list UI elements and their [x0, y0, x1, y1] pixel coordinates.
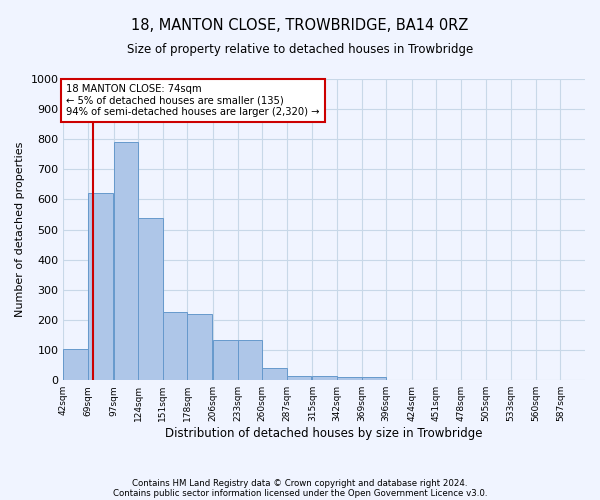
- Bar: [138, 218, 163, 380]
- Bar: [287, 376, 311, 380]
- Bar: [362, 377, 386, 380]
- Y-axis label: Number of detached properties: Number of detached properties: [15, 142, 25, 318]
- Bar: [113, 142, 138, 380]
- Text: Contains HM Land Registry data © Crown copyright and database right 2024.: Contains HM Land Registry data © Crown c…: [132, 478, 468, 488]
- Bar: [64, 348, 88, 380]
- Bar: [262, 368, 287, 380]
- Bar: [337, 377, 362, 380]
- X-axis label: Distribution of detached houses by size in Trowbridge: Distribution of detached houses by size …: [166, 427, 483, 440]
- Text: Size of property relative to detached houses in Trowbridge: Size of property relative to detached ho…: [127, 42, 473, 56]
- Bar: [187, 314, 212, 380]
- Bar: [213, 340, 238, 380]
- Bar: [238, 340, 262, 380]
- Text: 18 MANTON CLOSE: 74sqm
← 5% of detached houses are smaller (135)
94% of semi-det: 18 MANTON CLOSE: 74sqm ← 5% of detached …: [66, 84, 320, 116]
- Text: Contains public sector information licensed under the Open Government Licence v3: Contains public sector information licen…: [113, 488, 487, 498]
- Bar: [88, 194, 113, 380]
- Text: 18, MANTON CLOSE, TROWBRIDGE, BA14 0RZ: 18, MANTON CLOSE, TROWBRIDGE, BA14 0RZ: [131, 18, 469, 32]
- Bar: [313, 376, 337, 380]
- Bar: [163, 312, 187, 380]
